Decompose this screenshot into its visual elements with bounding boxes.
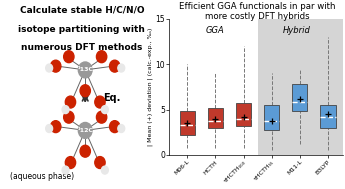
Circle shape [118, 64, 125, 72]
Circle shape [78, 62, 92, 78]
Text: ¹12C: ¹12C [77, 128, 93, 133]
Circle shape [64, 111, 74, 123]
Circle shape [78, 122, 92, 138]
Circle shape [64, 51, 74, 63]
Circle shape [95, 96, 105, 108]
Bar [258, 19, 343, 155]
Text: Eq.: Eq. [103, 93, 121, 103]
Circle shape [118, 125, 125, 132]
Bar [208, 108, 223, 128]
Bar [320, 105, 336, 128]
Circle shape [97, 51, 107, 63]
Text: Calculate stable H/C/N/O: Calculate stable H/C/N/O [20, 6, 144, 15]
Text: isotope partitioning with: isotope partitioning with [19, 25, 145, 34]
Circle shape [101, 166, 108, 174]
Circle shape [65, 156, 76, 169]
Circle shape [62, 106, 69, 114]
Circle shape [65, 96, 76, 108]
Text: numerous DFT methods: numerous DFT methods [21, 43, 142, 53]
Bar [292, 84, 307, 112]
Circle shape [110, 121, 120, 133]
Circle shape [101, 106, 108, 114]
Circle shape [46, 64, 52, 72]
Bar [180, 112, 195, 135]
Circle shape [80, 145, 90, 157]
Text: ¹13C: ¹13C [77, 67, 93, 72]
Circle shape [95, 156, 105, 169]
Circle shape [97, 111, 107, 123]
Circle shape [62, 166, 69, 174]
Circle shape [51, 121, 61, 133]
Text: GGA: GGA [206, 26, 225, 35]
Text: Efficient GGA functionals in par with
more costly DFT hybrids: Efficient GGA functionals in par with mo… [179, 2, 335, 21]
Circle shape [110, 60, 120, 72]
Bar [236, 103, 251, 126]
Y-axis label: | Mean (+) deviation | (calc.-exp., ‰): | Mean (+) deviation | (calc.-exp., ‰) [148, 28, 153, 146]
Text: Hybrid: Hybrid [283, 26, 311, 35]
Circle shape [80, 85, 90, 97]
Circle shape [51, 60, 61, 72]
Bar [264, 105, 279, 130]
Text: (aqueous phase): (aqueous phase) [10, 172, 74, 181]
Circle shape [46, 125, 52, 132]
